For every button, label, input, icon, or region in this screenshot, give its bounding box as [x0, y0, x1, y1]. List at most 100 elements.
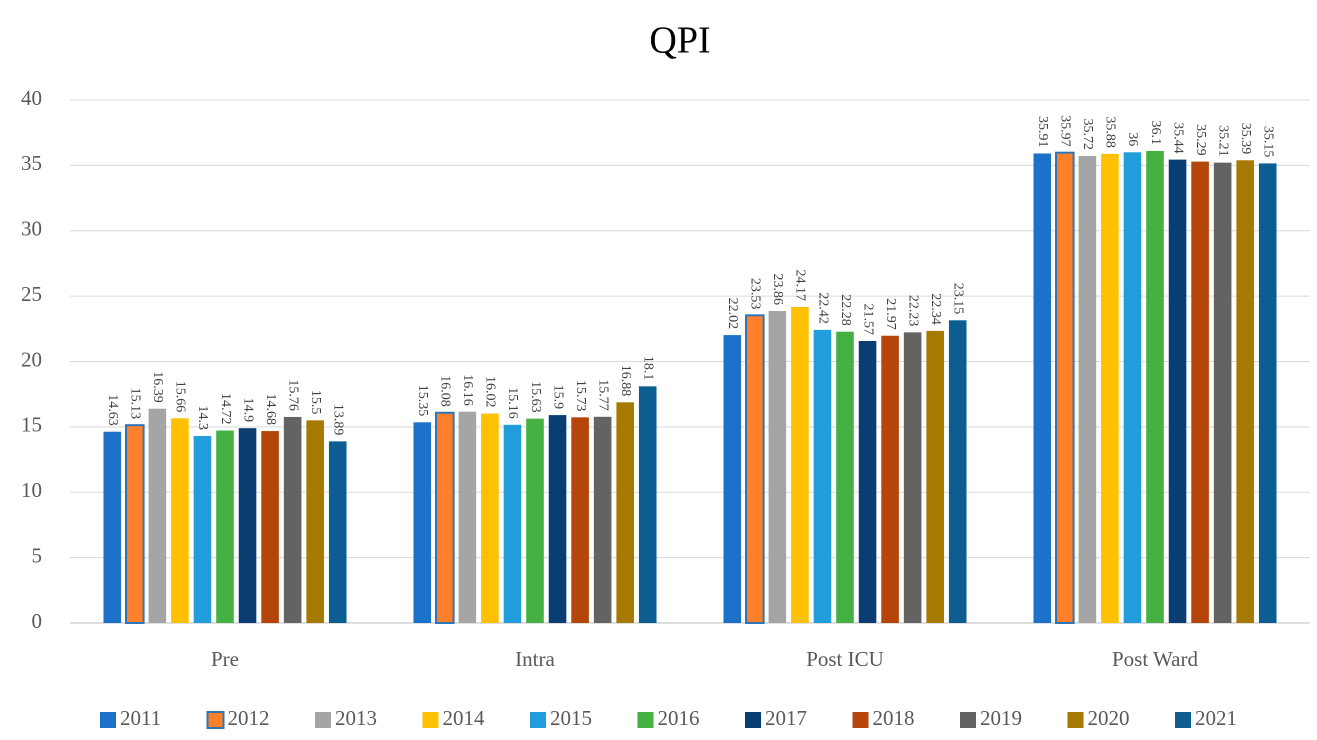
- data-label: 15.35: [415, 385, 430, 417]
- legend-swatch: [960, 712, 976, 728]
- bar: [1123, 152, 1142, 624]
- bar: [458, 411, 477, 623]
- y-tick-label: 5: [32, 543, 43, 567]
- bar: [723, 335, 742, 623]
- bar: [103, 431, 122, 623]
- bar: [1168, 159, 1187, 623]
- data-label: 35.39: [1238, 123, 1253, 155]
- y-tick-label: 30: [21, 217, 42, 241]
- data-label: 15.76: [285, 379, 300, 411]
- bar: [148, 408, 167, 623]
- data-label: 23.53: [748, 278, 763, 310]
- legend-label: 2018: [873, 706, 915, 730]
- data-label: 22.23: [905, 295, 920, 327]
- data-label: 36: [1125, 132, 1140, 146]
- data-label: 21.97: [883, 298, 898, 330]
- data-label: 35.29: [1193, 124, 1208, 156]
- bar: [1258, 163, 1277, 623]
- bar: [171, 418, 189, 623]
- data-label: 15.63: [528, 381, 543, 413]
- bar: [1191, 161, 1209, 623]
- data-label: 35.72: [1080, 118, 1095, 150]
- data-label: 22.34: [928, 293, 943, 325]
- bar: [413, 422, 432, 623]
- bar: [435, 411, 455, 624]
- data-label: 15.73: [573, 380, 588, 412]
- data-label: 16.16: [460, 374, 475, 406]
- y-tick-label: 25: [21, 282, 42, 306]
- bar: [1078, 155, 1097, 623]
- legend-label: 2013: [335, 706, 377, 730]
- data-label: 14.68: [263, 394, 278, 426]
- data-label: 18.1: [641, 356, 656, 381]
- data-label: 16.39: [150, 371, 165, 403]
- data-label: 16.02: [483, 376, 498, 408]
- legend-label: 2017: [765, 706, 807, 730]
- legend-swatch: [1175, 712, 1191, 728]
- legend-label: 2019: [980, 706, 1022, 730]
- bar: [791, 306, 809, 623]
- bar: [481, 413, 499, 623]
- bar: [926, 330, 944, 623]
- legend-label: 2016: [658, 706, 700, 730]
- data-label: 15.16: [505, 387, 520, 419]
- legend-label: 2015: [550, 706, 592, 730]
- y-tick-label: 0: [32, 609, 43, 633]
- bar: [881, 335, 899, 623]
- data-label: 15.5: [308, 390, 323, 415]
- data-label: 35.97: [1058, 115, 1073, 147]
- y-tick-label: 20: [21, 347, 42, 371]
- bar: [836, 331, 854, 623]
- data-label: 23.15: [951, 283, 966, 315]
- data-label: 22.42: [815, 292, 830, 324]
- data-label: 14.9: [240, 398, 255, 423]
- data-label: 14.3: [195, 406, 210, 431]
- y-tick-label: 10: [21, 478, 42, 502]
- data-label: 13.89: [331, 404, 346, 436]
- data-label: 24.17: [793, 269, 808, 301]
- x-tick-label: Post ICU: [806, 647, 884, 671]
- chart-title: QPI: [649, 20, 710, 62]
- data-label: 22.02: [725, 298, 740, 330]
- bar: [526, 418, 544, 623]
- bar: [193, 436, 212, 623]
- data-label: 14.63: [105, 394, 120, 426]
- bar: [571, 417, 589, 623]
- bar: [216, 430, 234, 623]
- bar: [858, 340, 877, 623]
- bar: [593, 416, 612, 623]
- bar: [548, 415, 567, 623]
- bar: [328, 441, 347, 623]
- data-label: 16.88: [618, 365, 633, 397]
- data-label: 23.86: [770, 274, 785, 306]
- legend-label: 2014: [443, 706, 486, 730]
- data-label: 35.91: [1035, 116, 1050, 148]
- data-label: 15.13: [128, 388, 143, 420]
- y-tick-label: 35: [21, 151, 42, 175]
- x-tick-label: Pre: [211, 647, 239, 671]
- bar: [1236, 160, 1254, 623]
- bar: [261, 431, 279, 623]
- legend-swatch: [530, 712, 546, 728]
- legend-swatch: [745, 712, 761, 728]
- bar: [616, 402, 634, 623]
- bar: [903, 332, 922, 623]
- bar: [1033, 153, 1052, 623]
- legend-swatch: [315, 712, 331, 728]
- data-label: 15.77: [595, 379, 610, 411]
- data-label: 16.08: [438, 375, 453, 407]
- data-label: 35.15: [1261, 126, 1276, 158]
- data-label: 14.72: [218, 393, 233, 425]
- data-label: 36.1: [1148, 120, 1163, 145]
- bar: [306, 420, 324, 623]
- legend-swatch: [852, 712, 869, 728]
- legend-swatch: [100, 712, 116, 728]
- bar: [1101, 153, 1119, 623]
- legend-swatch: [1067, 712, 1084, 728]
- legend-label: 2011: [120, 706, 161, 730]
- data-label: 35.44: [1170, 122, 1185, 154]
- data-label: 35.88: [1103, 116, 1118, 148]
- bar: [638, 386, 657, 623]
- y-tick-label: 40: [21, 86, 42, 110]
